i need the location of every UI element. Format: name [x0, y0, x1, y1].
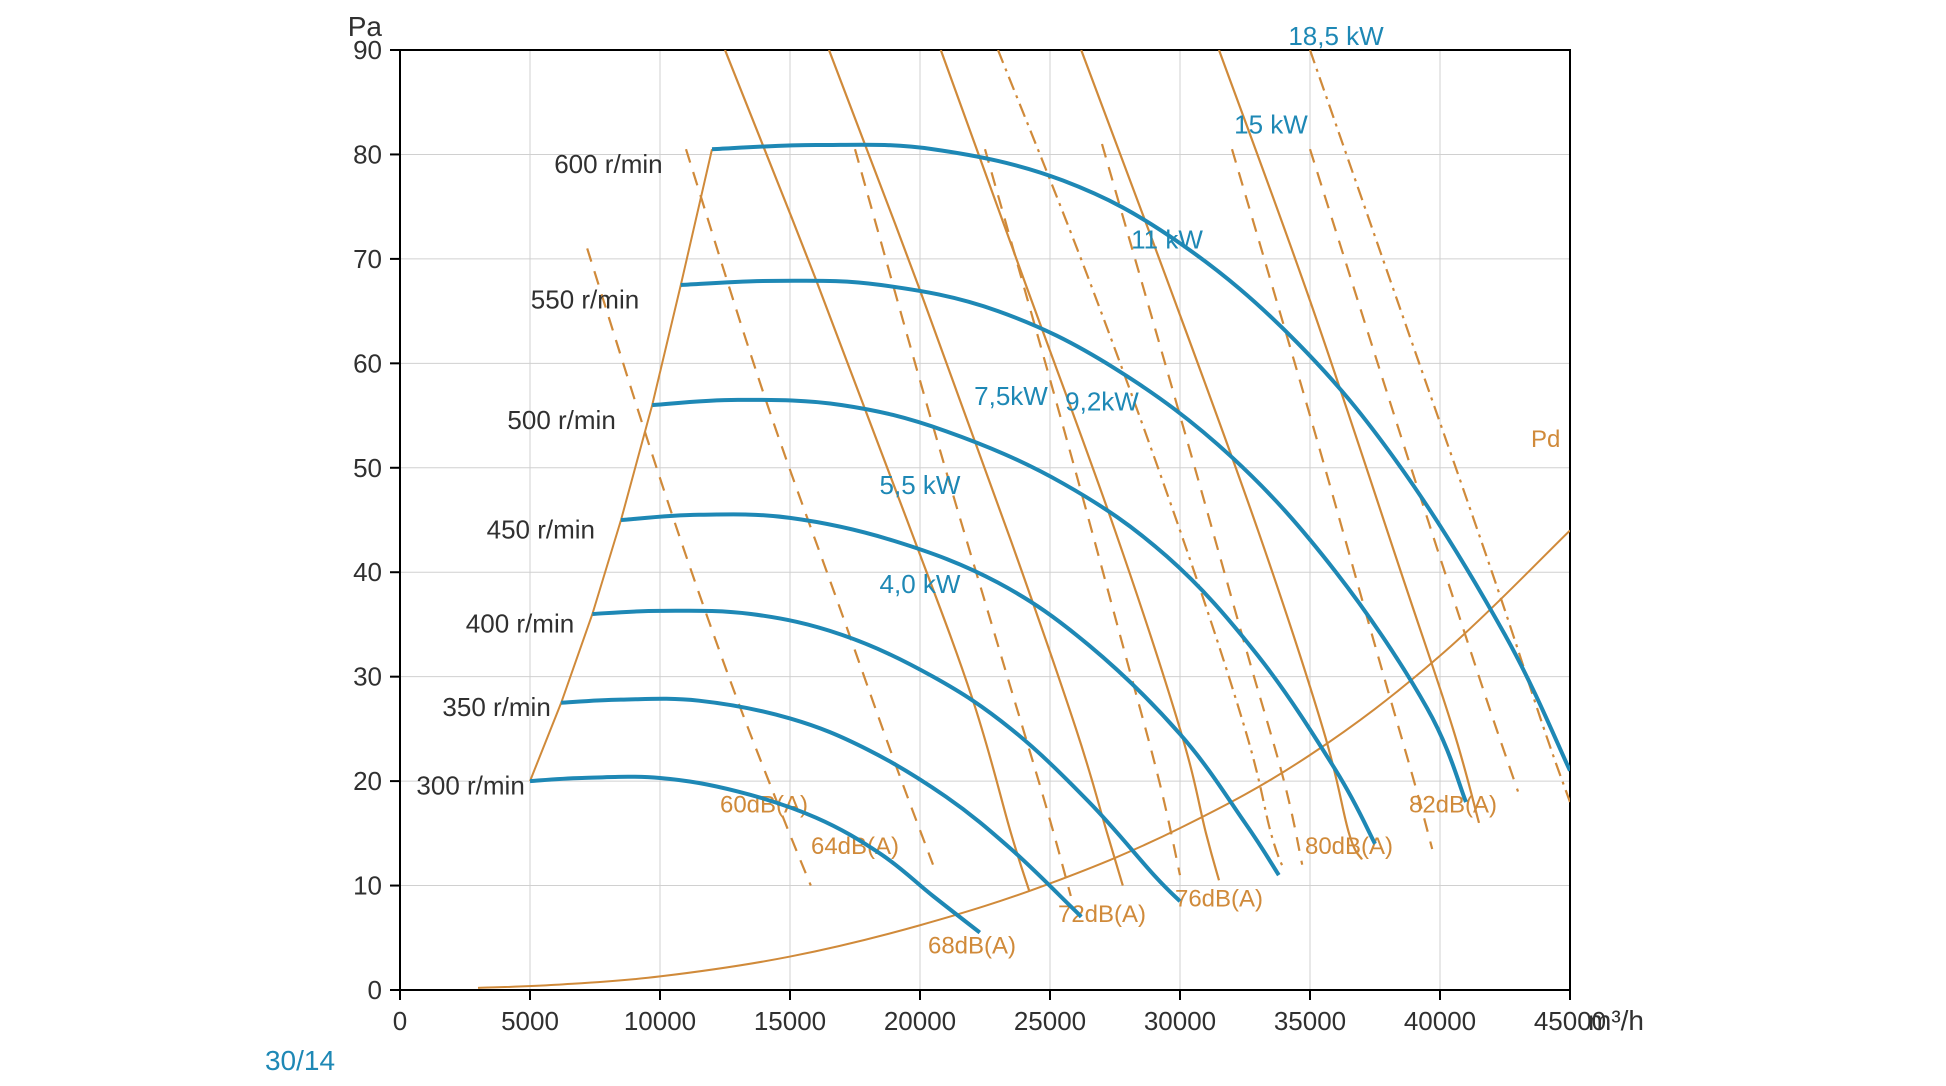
xtick-label: 35000	[1274, 1006, 1346, 1036]
xtick-label: 5000	[501, 1006, 559, 1036]
noise-label: 82dB(A)	[1409, 791, 1497, 818]
ytick-label: 30	[353, 662, 382, 692]
ytick-label: 10	[353, 871, 382, 901]
rpm-label: 300 r/min	[416, 770, 524, 800]
xtick-label: 20000	[884, 1006, 956, 1036]
page-id: 30/14	[265, 1045, 335, 1076]
noise-label: 76dB(A)	[1175, 885, 1263, 912]
noise-label: 80dB(A)	[1305, 833, 1393, 860]
rpm-curve	[652, 400, 1375, 844]
ytick-label: 0	[368, 975, 382, 1005]
ytick-label: 70	[353, 244, 382, 274]
noise-line	[855, 149, 1071, 896]
ytick-label: 20	[353, 766, 382, 796]
power-label: 4,0 kW	[880, 569, 961, 599]
power-label: 7,5kW	[974, 381, 1048, 411]
fan-performance-chart: 0 5000 10000 15000 20000 25000 30000 35000 40000…	[0, 0, 1946, 1086]
xtick-label: 15000	[754, 1006, 826, 1036]
power-label: 15 kW	[1234, 110, 1308, 140]
xtick-label: 0	[393, 1006, 407, 1036]
xaxis-title: m³/h	[1588, 1005, 1644, 1036]
xtick-label: 25000	[1014, 1006, 1086, 1036]
chart-svg: 0 5000 10000 15000 20000 25000 30000 35000 40000…	[0, 0, 1946, 1086]
ytick-label: 80	[353, 139, 382, 169]
rpm-label: 400 r/min	[466, 608, 574, 638]
noise-label: 68dB(A)	[928, 932, 1016, 959]
xtick-label: 10000	[624, 1006, 696, 1036]
power-line	[1081, 50, 1362, 859]
noise-line	[686, 149, 933, 864]
ytick-label: 60	[353, 348, 382, 378]
pd-label: Pd	[1531, 426, 1560, 453]
xtick-label: 40000	[1404, 1006, 1476, 1036]
rpm-label: 600 r/min	[554, 149, 662, 179]
power-label: 9,2kW	[1065, 386, 1139, 416]
xtick-label: 30000	[1144, 1006, 1216, 1036]
surge-line	[530, 149, 712, 781]
rpm-label: 500 r/min	[507, 405, 615, 435]
rpm-label: 350 r/min	[442, 692, 550, 722]
ytick-label: 40	[353, 557, 382, 587]
noise-line	[1310, 149, 1518, 791]
rpm-label: 450 r/min	[487, 514, 595, 544]
power-label: 18,5 kW	[1288, 21, 1384, 51]
noise-line	[587, 248, 811, 885]
power-label: 5,5 kW	[880, 470, 961, 500]
ytick-label: 50	[353, 453, 382, 483]
noise-line	[985, 149, 1180, 875]
rpm-label: 550 r/min	[531, 285, 639, 315]
yaxis-title: Pa	[348, 11, 383, 42]
noise-line	[1232, 149, 1432, 849]
noise-label: 60dB(A)	[720, 791, 808, 818]
